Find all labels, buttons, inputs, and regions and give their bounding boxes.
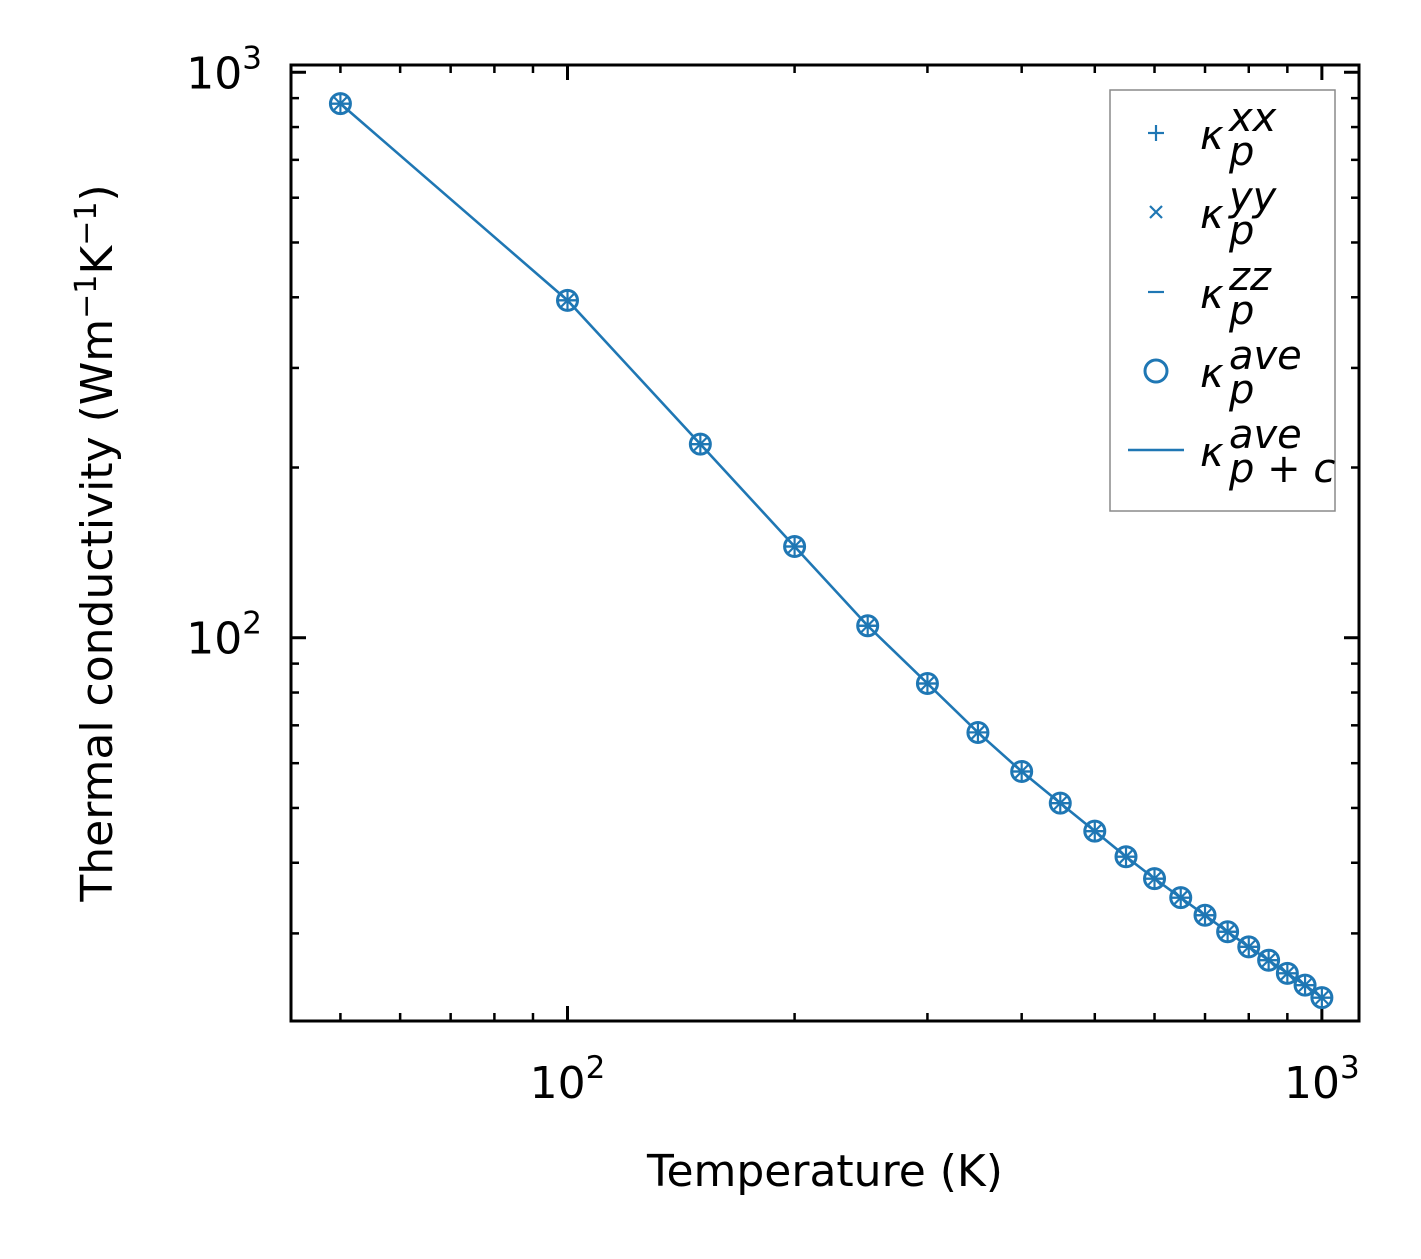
marker-kave-900: [1275, 961, 1299, 985]
legend-label-kzz: κ: [1200, 272, 1224, 318]
marker-kave-750: [1216, 920, 1240, 944]
marker-kave-450: [1048, 791, 1072, 815]
marker-kave-200: [783, 534, 807, 558]
marker-kave-250: [856, 614, 880, 638]
y-axis-title: Thermal conductivity (Wm−1K−1): [69, 184, 123, 902]
legend-sup-kave_pc: ave: [1229, 412, 1302, 458]
major-ticks: [291, 65, 1359, 1021]
legend-sub-kyy: p: [1228, 208, 1254, 254]
marker-kave-350: [966, 720, 990, 744]
legend-label-kave_pc: κ: [1200, 430, 1224, 476]
plot-frame: [289, 63, 1361, 1023]
marker-kave-700: [1193, 903, 1217, 927]
legend-entry-kxx: κ xxp: [1148, 95, 1277, 175]
x-tick-label: 102: [530, 1050, 606, 1109]
marker-kave-650: [1169, 886, 1193, 910]
y-axis-title-mid: K: [72, 245, 123, 275]
y-axis-title-end: ): [72, 184, 123, 201]
legend-entry-kzz: κ zzp: [1148, 254, 1272, 334]
marker-kave-500: [1083, 819, 1107, 843]
x-axis-title: Temperature (K): [646, 1146, 1003, 1197]
legend-sup-kzz: zz: [1228, 254, 1272, 300]
legend-sub-kxx: p: [1228, 129, 1254, 175]
marker-kave-400: [1010, 760, 1034, 784]
y-axis-title-base: Thermal conductivity (Wm: [72, 319, 123, 903]
marker-kave-100: [556, 288, 580, 312]
legend-marker-kyy: [1149, 205, 1163, 219]
x-tick-labels: 102 103: [530, 1050, 1360, 1109]
legend-frame: [1109, 89, 1336, 512]
legend-label-kxx: κ: [1200, 113, 1224, 159]
y-tick-labels: 102 103: [186, 40, 262, 664]
legend-sub-kave_pc: p + c: [1228, 446, 1335, 492]
legend-sub-kave: p: [1228, 367, 1254, 413]
legend-sup-kave: ave: [1229, 333, 1302, 379]
marker-kave-300: [915, 671, 939, 695]
marker-kave-1000: [1310, 986, 1334, 1010]
marker-kave-800: [1237, 935, 1261, 959]
x-tick-label: 103: [1284, 1050, 1360, 1109]
marker-kave-150: [688, 432, 712, 456]
y-axis-title-sup2: −1: [69, 202, 104, 246]
legend-label-kyy: κ: [1200, 192, 1224, 238]
marker-kave-600: [1143, 867, 1167, 891]
legend-label-kave: κ: [1200, 351, 1224, 397]
y-tick-label: 102: [186, 606, 262, 665]
legend-sup-kxx: xx: [1227, 95, 1277, 141]
marker-layer: [328, 92, 1334, 1010]
legend-marker-kave: [1143, 358, 1169, 384]
legend-sup-kyy: yy: [1228, 174, 1278, 220]
legend-sub-kzz: p: [1228, 288, 1254, 334]
marker-kave-950: [1293, 973, 1317, 997]
marker-kave-550: [1114, 845, 1138, 869]
y-tick-label: 103: [186, 40, 262, 99]
y-axis-title-sup1: −1: [69, 275, 104, 319]
legend-entry-kyy: κ yyp: [1149, 174, 1278, 254]
marker-kave-850: [1257, 948, 1281, 972]
legend-marker-kxx: [1148, 125, 1164, 141]
marker-kave-50: [328, 92, 352, 116]
